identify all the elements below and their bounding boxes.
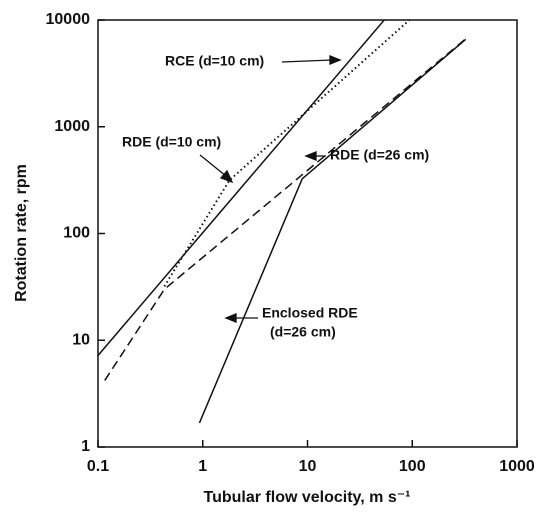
y-tick-label: 1 xyxy=(81,438,90,455)
y-tick-label: 10000 xyxy=(46,11,91,28)
y-tick-label: 1000 xyxy=(54,118,90,135)
annotation: RCE (d=10 cm) xyxy=(165,53,264,69)
annotation: Enclosed RDE xyxy=(262,305,358,321)
line xyxy=(198,38,467,424)
annotation: RDE (d=10 cm) xyxy=(122,134,221,150)
x-tick-label: 100 xyxy=(399,458,426,475)
annotation: RDE (d=26 cm) xyxy=(330,147,429,163)
line xyxy=(104,38,466,381)
x-tick-label: 1000 xyxy=(499,458,535,475)
line xyxy=(97,19,385,356)
y-axis-label: Rotation rate, rpm xyxy=(13,164,30,302)
y-tick-label: 100 xyxy=(63,225,90,242)
annotation: (d=26 cm) xyxy=(270,324,336,340)
x-tick-label: 1 xyxy=(198,458,207,475)
line xyxy=(163,19,411,287)
x-tick-label: 10 xyxy=(299,458,317,475)
x-axis-label: Tubular flow velocity, m s⁻¹ xyxy=(204,489,411,506)
x-tick-label: 0.1 xyxy=(87,458,109,475)
plot-frame xyxy=(97,19,518,448)
y-tick-label: 10 xyxy=(72,331,90,348)
arrows xyxy=(199,55,342,323)
